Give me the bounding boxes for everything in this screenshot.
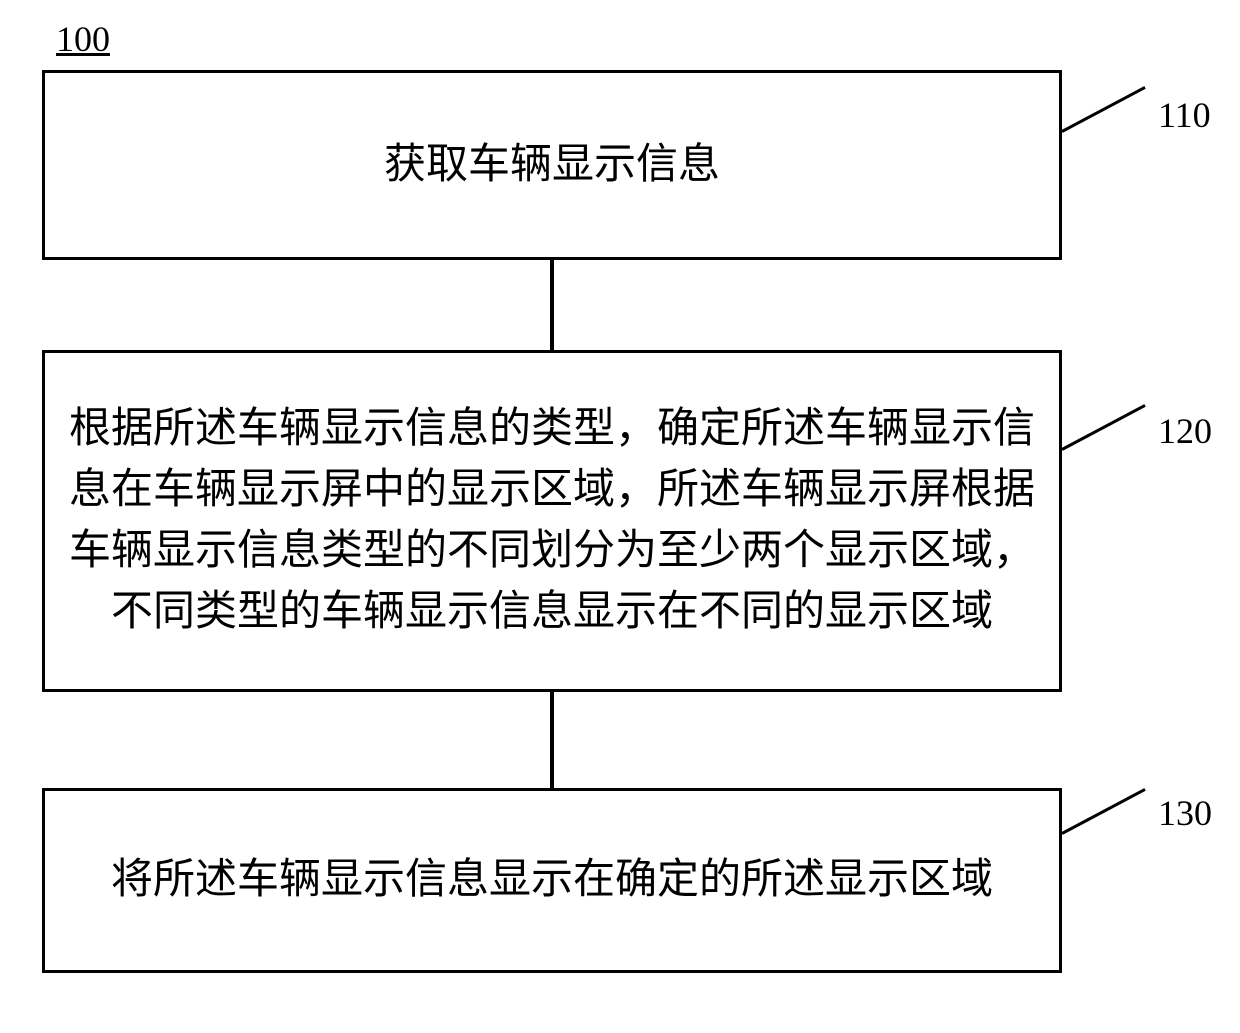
- step-3-callout-line: [1061, 788, 1145, 835]
- flowchart-step-3: 将所述车辆显示信息显示在确定的所述显示区域: [42, 788, 1062, 973]
- flowchart-step-3-text: 将所述车辆显示信息显示在确定的所述显示区域: [111, 850, 993, 911]
- step-1-reference-number: 110: [1158, 94, 1211, 136]
- figure-number-label: 100: [56, 18, 110, 60]
- flowchart-step-2-text: 根据所述车辆显示信息的类型，确定所述车辆显示信息在车辆显示屏中的显示区域，所述车…: [65, 399, 1039, 643]
- step-1-callout-line: [1061, 86, 1145, 133]
- flowchart-step-2: 根据所述车辆显示信息的类型，确定所述车辆显示信息在车辆显示屏中的显示区域，所述车…: [42, 350, 1062, 692]
- flowchart-step-1: 获取车辆显示信息: [42, 70, 1062, 260]
- step-2-callout-line: [1061, 404, 1145, 451]
- step-2-reference-number: 120: [1158, 410, 1212, 452]
- connector-2-to-3: [550, 692, 554, 788]
- flowchart-diagram: 100 获取车辆显示信息 根据所述车辆显示信息的类型，确定所述车辆显示信息在车辆…: [0, 0, 1240, 1033]
- step-3-reference-number: 130: [1158, 792, 1212, 834]
- flowchart-step-1-text: 获取车辆显示信息: [384, 135, 720, 196]
- connector-1-to-2: [550, 260, 554, 350]
